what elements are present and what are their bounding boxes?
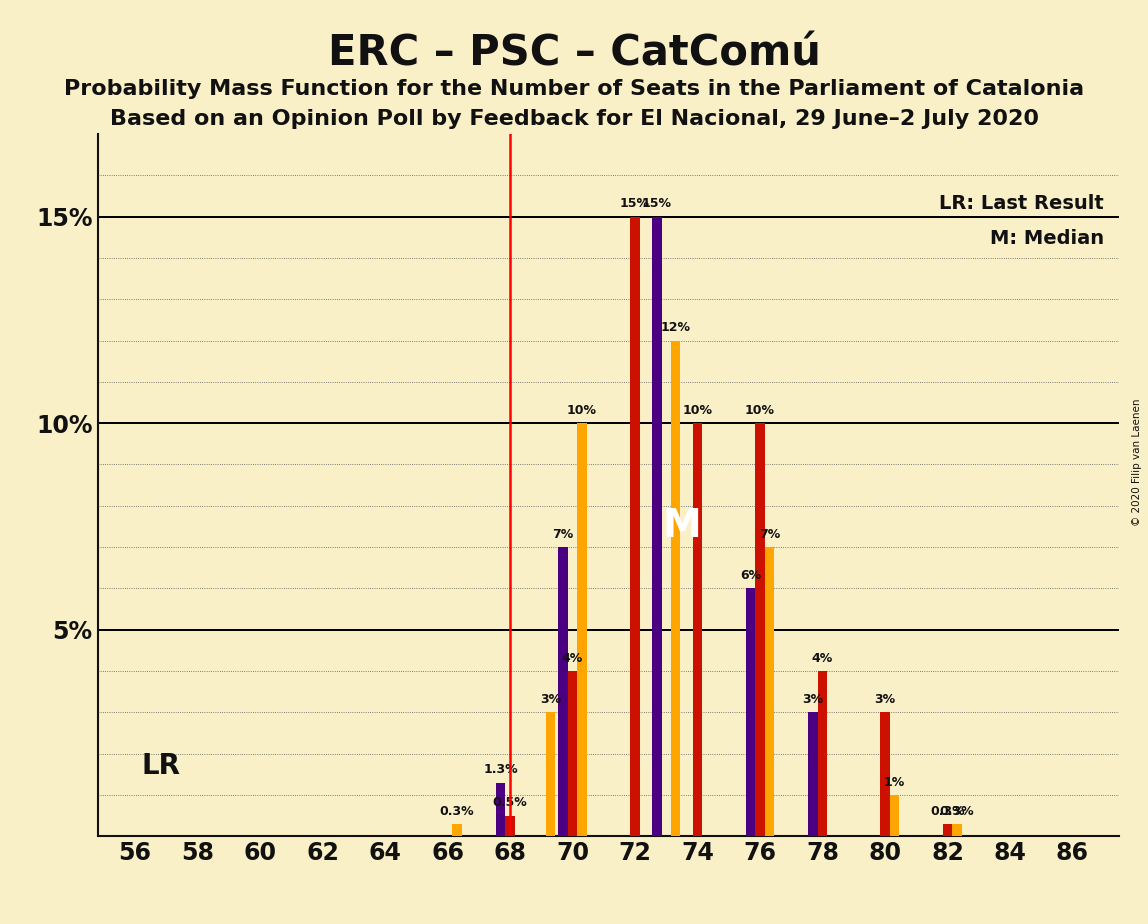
Bar — [746, 589, 755, 836]
Text: LR: Last Result: LR: Last Result — [939, 194, 1104, 213]
Bar — [881, 712, 890, 836]
Text: 3%: 3% — [875, 693, 895, 706]
Text: 0.3%: 0.3% — [930, 805, 964, 818]
Bar — [952, 824, 962, 836]
Text: Based on an Opinion Poll by Feedback for El Nacional, 29 June–2 July 2020: Based on an Opinion Poll by Feedback for… — [109, 109, 1039, 129]
Text: ERC – PSC – CatComú: ERC – PSC – CatComú — [327, 32, 821, 74]
Bar — [817, 671, 828, 836]
Bar — [496, 783, 505, 836]
Text: 4%: 4% — [812, 651, 833, 664]
Bar — [765, 547, 774, 836]
Bar — [808, 712, 817, 836]
Text: 12%: 12% — [660, 322, 691, 334]
Text: 0.3%: 0.3% — [939, 805, 975, 818]
Bar — [890, 795, 899, 836]
Bar — [577, 423, 587, 836]
Text: 15%: 15% — [642, 198, 672, 211]
Text: M: Median: M: Median — [990, 229, 1104, 248]
Bar — [568, 671, 577, 836]
Text: 0.3%: 0.3% — [440, 805, 474, 818]
Text: 10%: 10% — [745, 404, 775, 417]
Text: 3%: 3% — [802, 693, 823, 706]
Text: 4%: 4% — [561, 651, 583, 664]
Bar — [558, 547, 568, 836]
Text: Probability Mass Function for the Number of Seats in the Parliament of Catalonia: Probability Mass Function for the Number… — [64, 79, 1084, 99]
Text: 15%: 15% — [620, 198, 650, 211]
Text: M: M — [662, 507, 701, 545]
Text: 3%: 3% — [540, 693, 561, 706]
Bar — [546, 712, 556, 836]
Text: 6%: 6% — [740, 569, 761, 582]
Bar — [670, 341, 681, 836]
Text: LR: LR — [141, 752, 180, 780]
Bar — [755, 423, 765, 836]
Bar — [692, 423, 703, 836]
Text: 10%: 10% — [567, 404, 597, 417]
Bar — [630, 216, 639, 836]
Text: © 2020 Filip van Laenen: © 2020 Filip van Laenen — [1132, 398, 1142, 526]
Text: 7%: 7% — [759, 528, 779, 541]
Text: 1.3%: 1.3% — [483, 763, 518, 776]
Bar — [652, 216, 661, 836]
Bar — [943, 824, 952, 836]
Text: 7%: 7% — [552, 528, 574, 541]
Text: 1%: 1% — [884, 776, 905, 789]
Bar — [452, 824, 461, 836]
Text: 10%: 10% — [683, 404, 713, 417]
Bar — [505, 816, 514, 836]
Text: 0.5%: 0.5% — [492, 796, 527, 809]
